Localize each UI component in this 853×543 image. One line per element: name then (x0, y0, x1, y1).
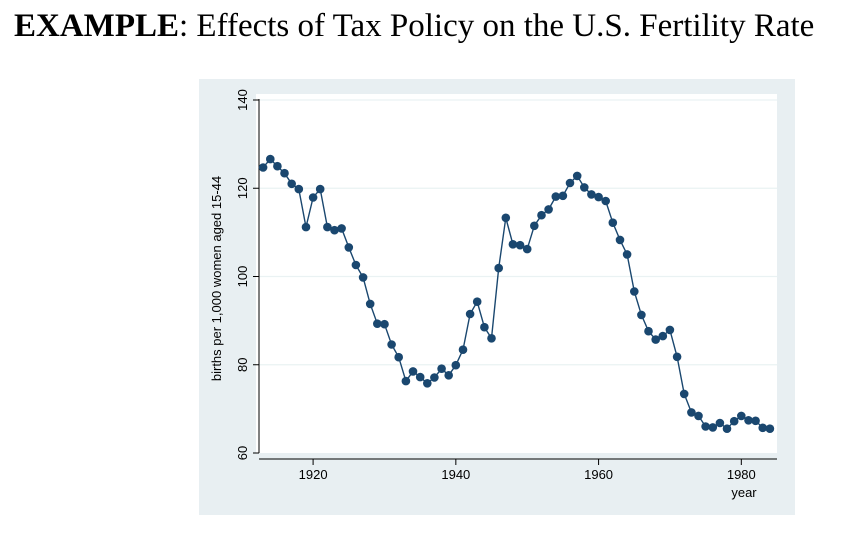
data-point (301, 222, 311, 232)
data-point (373, 319, 382, 328)
data-point (437, 364, 446, 374)
data-point (480, 322, 489, 332)
data-point (572, 171, 582, 181)
data-point (608, 218, 618, 227)
data-point (315, 184, 325, 194)
data-point (465, 309, 475, 319)
data-point (615, 235, 625, 245)
x-tick-label: 1920 (299, 467, 328, 482)
data-point (380, 319, 389, 329)
y-tick-label: 60 (235, 446, 250, 460)
y-tick-label: 80 (235, 358, 250, 372)
data-point (494, 263, 504, 273)
data-point (337, 224, 346, 233)
data-point (651, 335, 660, 344)
data-point (637, 310, 646, 320)
data-point (423, 379, 432, 388)
data-point (444, 371, 453, 380)
data-point (630, 287, 639, 296)
data-point (273, 161, 282, 171)
data-point (565, 178, 575, 188)
data-point (708, 423, 718, 432)
grid-lines (259, 99, 777, 366)
data-point (587, 190, 596, 199)
data-point (287, 179, 296, 189)
data-point (580, 183, 589, 192)
x-axis-label: year (731, 485, 757, 500)
data-point (387, 340, 396, 349)
data-point (722, 424, 732, 434)
data-point (408, 367, 418, 376)
data-point (672, 352, 682, 362)
axes: 60 80 100 120 140 1920 1940 1960 1980 (235, 89, 777, 482)
y-tick-label: 140 (235, 89, 250, 111)
data-point (458, 345, 468, 355)
data-point (551, 192, 561, 201)
data-point (501, 213, 511, 223)
data-point (401, 376, 411, 386)
data-point (415, 372, 425, 382)
title-bold: EXAMPLE (14, 8, 179, 44)
data-point (665, 325, 675, 335)
data-point (330, 225, 339, 235)
data-point (280, 168, 289, 178)
data-point (537, 210, 546, 220)
page-title: EXAMPLE: Effects of Tax Policy on the U.… (14, 8, 814, 45)
data-point (694, 411, 703, 421)
data-point (258, 163, 268, 172)
data-point (394, 352, 403, 362)
x-tick-label: 1960 (584, 467, 613, 482)
data-point (715, 418, 725, 428)
data-point (594, 192, 603, 202)
data-point (729, 416, 739, 426)
data-point (744, 416, 753, 425)
y-tick-label: 120 (235, 177, 250, 199)
data-point (472, 297, 482, 306)
data-point (351, 260, 361, 270)
y-axis-label: births per 1,000 women aged 15-44 (209, 176, 224, 381)
title-rest: : Effects of Tax Policy on the U.S. Fert… (179, 8, 815, 44)
series-fertility-rate (258, 154, 775, 434)
data-point (737, 411, 746, 421)
data-point (508, 240, 518, 249)
data-point (266, 154, 275, 164)
data-point (430, 373, 439, 382)
data-point (294, 184, 304, 194)
data-point (308, 193, 318, 202)
data-point (687, 408, 696, 417)
chart: 60 80 100 120 140 1920 1940 1960 1980 births per… (199, 79, 795, 515)
data-point (558, 191, 568, 201)
data-point (515, 240, 525, 250)
data-point (765, 424, 775, 434)
plot-area (256, 94, 777, 453)
y-tick-label: 100 (235, 266, 250, 288)
data-point (644, 326, 653, 336)
data-point (323, 222, 332, 232)
x-tick-label: 1940 (441, 467, 470, 482)
data-point (601, 196, 610, 206)
data-point (658, 331, 668, 341)
data-point (365, 299, 375, 309)
data-point (751, 416, 760, 426)
data-point (679, 389, 689, 399)
data-point (344, 243, 354, 252)
data-point (530, 221, 539, 231)
data-point (622, 250, 632, 259)
data-point (701, 422, 710, 431)
data-point (451, 360, 461, 370)
data-point (487, 334, 496, 343)
data-point (522, 244, 532, 254)
data-point (758, 423, 767, 433)
data-point (544, 205, 553, 214)
x-tick-label: 1980 (727, 467, 756, 482)
line-chart-svg: 60 80 100 120 140 1920 1940 1960 1980 births per… (199, 79, 795, 515)
data-point (358, 273, 368, 282)
